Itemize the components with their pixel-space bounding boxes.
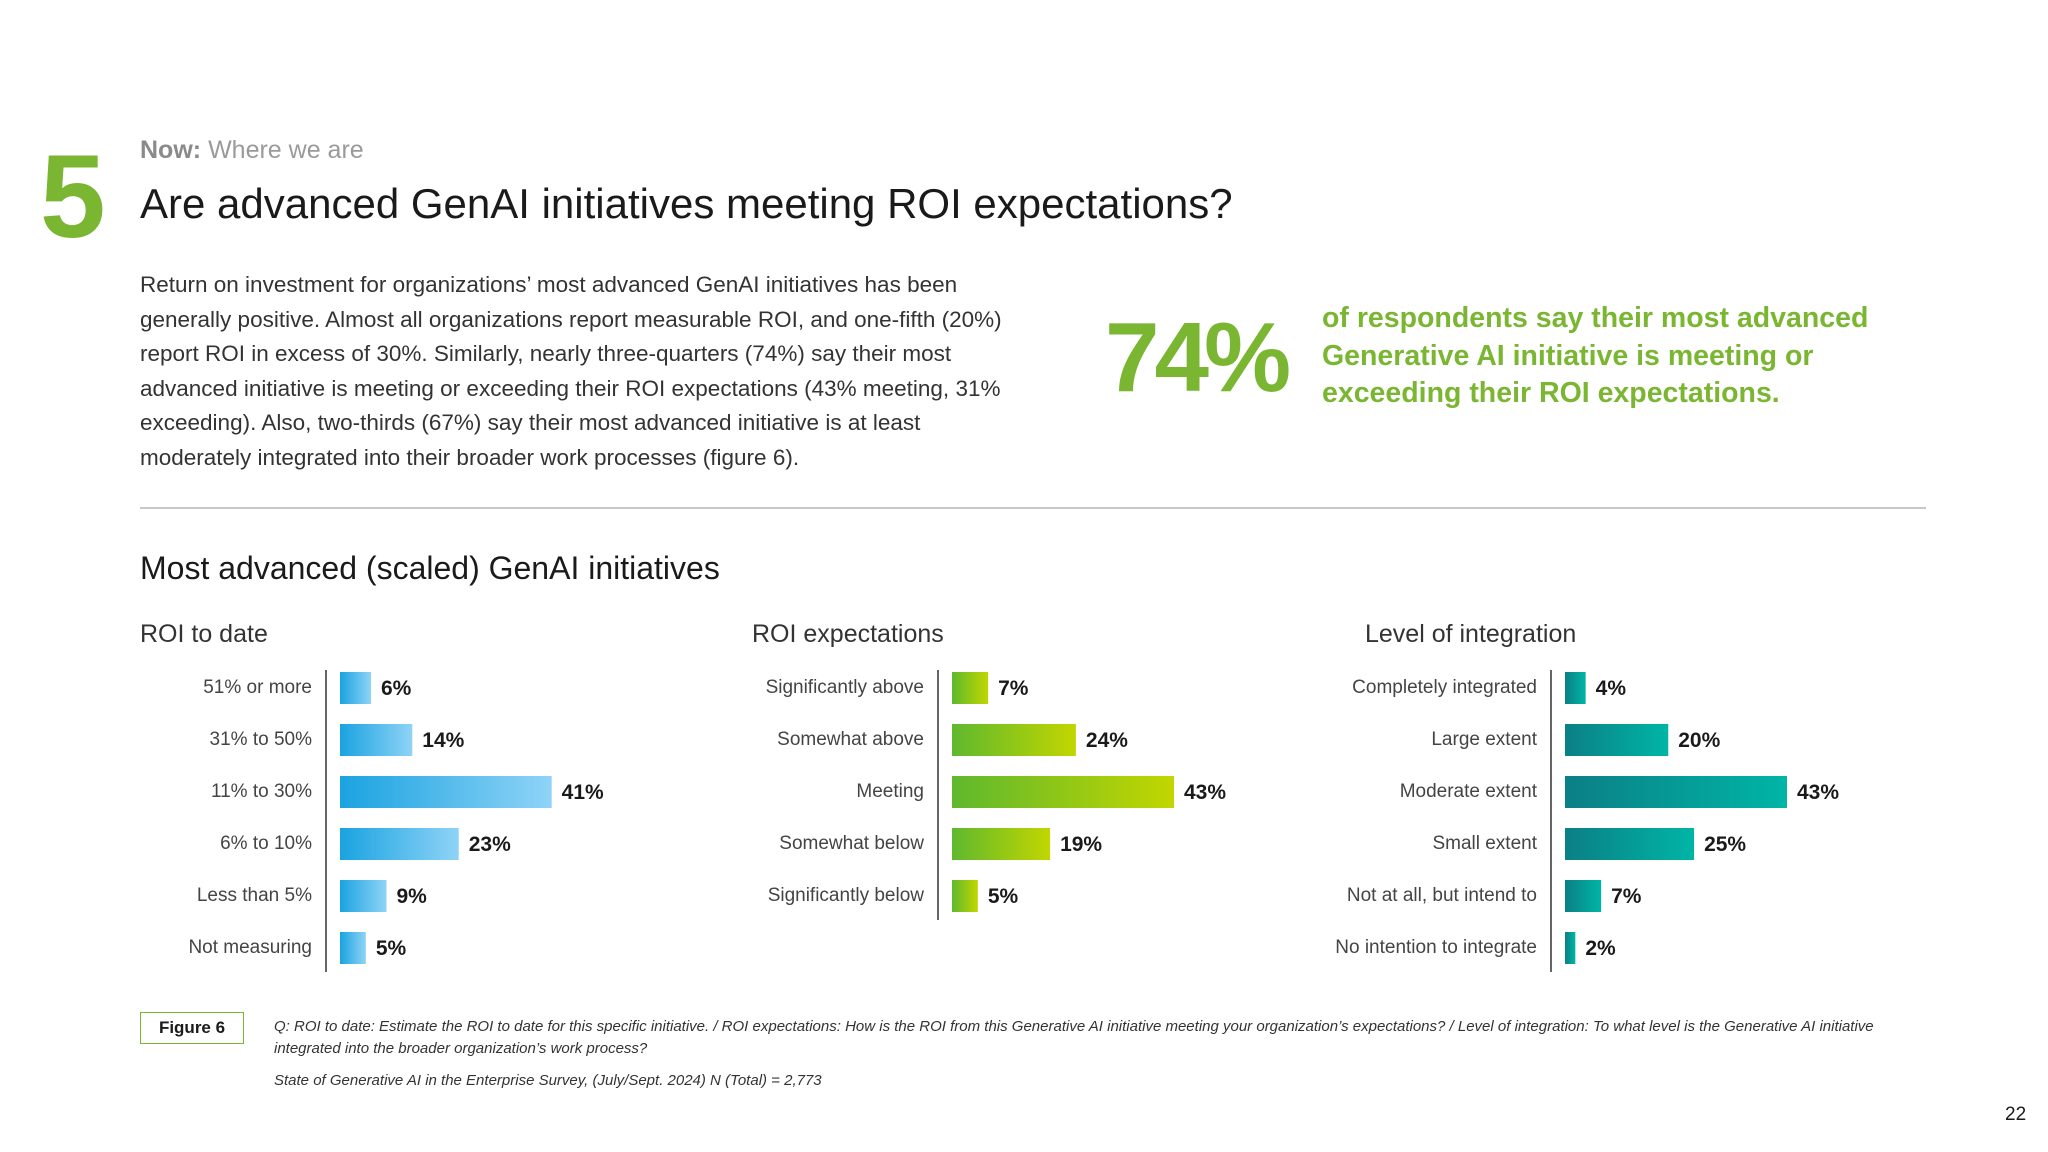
category-label: Not at all, but intend to — [1347, 885, 1537, 906]
category-label: 51% or more — [203, 677, 312, 698]
bar — [1565, 776, 1787, 808]
footnote-source: State of Generative AI in the Enterprise… — [274, 1072, 822, 1089]
data-label: 9% — [396, 885, 427, 908]
chart-title: ROI expectations — [752, 620, 944, 648]
category-label: Significantly above — [766, 677, 924, 698]
data-label: 2% — [1585, 937, 1616, 960]
category-label: Not measuring — [188, 937, 312, 958]
kicker-bold: Now: — [140, 136, 202, 164]
bar — [952, 776, 1174, 808]
bar — [340, 724, 413, 756]
data-label: 20% — [1678, 729, 1720, 752]
stat-value: 74% — [1105, 302, 1291, 412]
bar — [1565, 672, 1586, 704]
chart-title: Level of integration — [1365, 620, 1577, 648]
category-label: Significantly below — [768, 885, 925, 906]
page-number: 22 — [2005, 1104, 2027, 1125]
bar — [952, 672, 989, 704]
kicker-rest: Where we are — [208, 136, 364, 164]
category-label: Completely integrated — [1352, 677, 1537, 698]
data-label: 43% — [1184, 781, 1226, 804]
category-label: Small extent — [1432, 833, 1537, 854]
section-kicker: Now: Where we are — [140, 136, 364, 165]
data-label: 24% — [1086, 729, 1128, 752]
chart-level-of-integration: Level of integration Completely integrat… — [1335, 620, 1965, 980]
body-paragraph: Return on investment for organizations’ … — [140, 272, 1002, 470]
category-label: Meeting — [856, 781, 924, 802]
bar — [1565, 724, 1669, 756]
chart-roi-to-date: ROI to date 51% or more 6% 31% to 50% 14% 11… — [140, 620, 740, 980]
category-label: Less than 5% — [197, 885, 312, 906]
bar — [952, 880, 978, 912]
bar — [1565, 880, 1602, 912]
chart-svg: 51% or more 6% 31% to 50% 14% 11% to 30% 41% 6… — [188, 670, 604, 972]
page-title: Are advanced GenAI initiatives meeting R… — [140, 180, 1233, 227]
category-label: Moderate extent — [1400, 781, 1538, 802]
data-label: 5% — [988, 885, 1019, 908]
bar — [952, 828, 1051, 860]
category-label: 6% to 10% — [220, 833, 312, 854]
data-label: 25% — [1704, 833, 1746, 856]
data-label: 7% — [998, 677, 1029, 700]
data-label: 7% — [1611, 885, 1642, 908]
footnote-question: Q: ROI to date: Estimate the ROI to date… — [274, 1018, 1874, 1057]
stat-description: of respondents say their most advanced G… — [1322, 302, 1869, 409]
section-divider — [140, 507, 1926, 509]
data-label: 41% — [562, 781, 604, 804]
category-label: Large extent — [1431, 729, 1537, 750]
category-label: 31% to 50% — [210, 729, 313, 750]
data-label: 4% — [1596, 677, 1627, 700]
category-label: Somewhat above — [777, 729, 924, 750]
bar — [340, 776, 552, 808]
chart-title: ROI to date — [140, 620, 268, 648]
data-label: 43% — [1797, 781, 1839, 804]
chart-roi-expectations: ROI expectations Significantly above 7% So… — [752, 620, 1352, 980]
category-label: 11% to 30% — [211, 781, 312, 802]
bar — [340, 828, 459, 860]
figure-label: Figure 6 — [140, 1012, 244, 1044]
bar — [1565, 932, 1576, 964]
section-number: 5 — [40, 131, 106, 263]
data-label: 19% — [1060, 833, 1102, 856]
bar — [1565, 828, 1695, 860]
data-label: 23% — [469, 833, 511, 856]
data-label: 6% — [381, 677, 412, 700]
category-label: Somewhat below — [779, 833, 924, 854]
category-label: No intention to integrate — [1335, 937, 1537, 958]
bar — [340, 932, 366, 964]
data-label: 14% — [422, 729, 464, 752]
data-label: 5% — [376, 937, 407, 960]
bar — [952, 724, 1076, 756]
bar — [340, 880, 387, 912]
chart-svg: Completely integrated 4% Large extent 20% Mo… — [1335, 670, 1839, 972]
bar — [340, 672, 371, 704]
charts-heading: Most advanced (scaled) GenAI initiatives — [140, 550, 720, 586]
chart-svg: Significantly above 7% Somewhat above 24% Me… — [766, 670, 1226, 920]
